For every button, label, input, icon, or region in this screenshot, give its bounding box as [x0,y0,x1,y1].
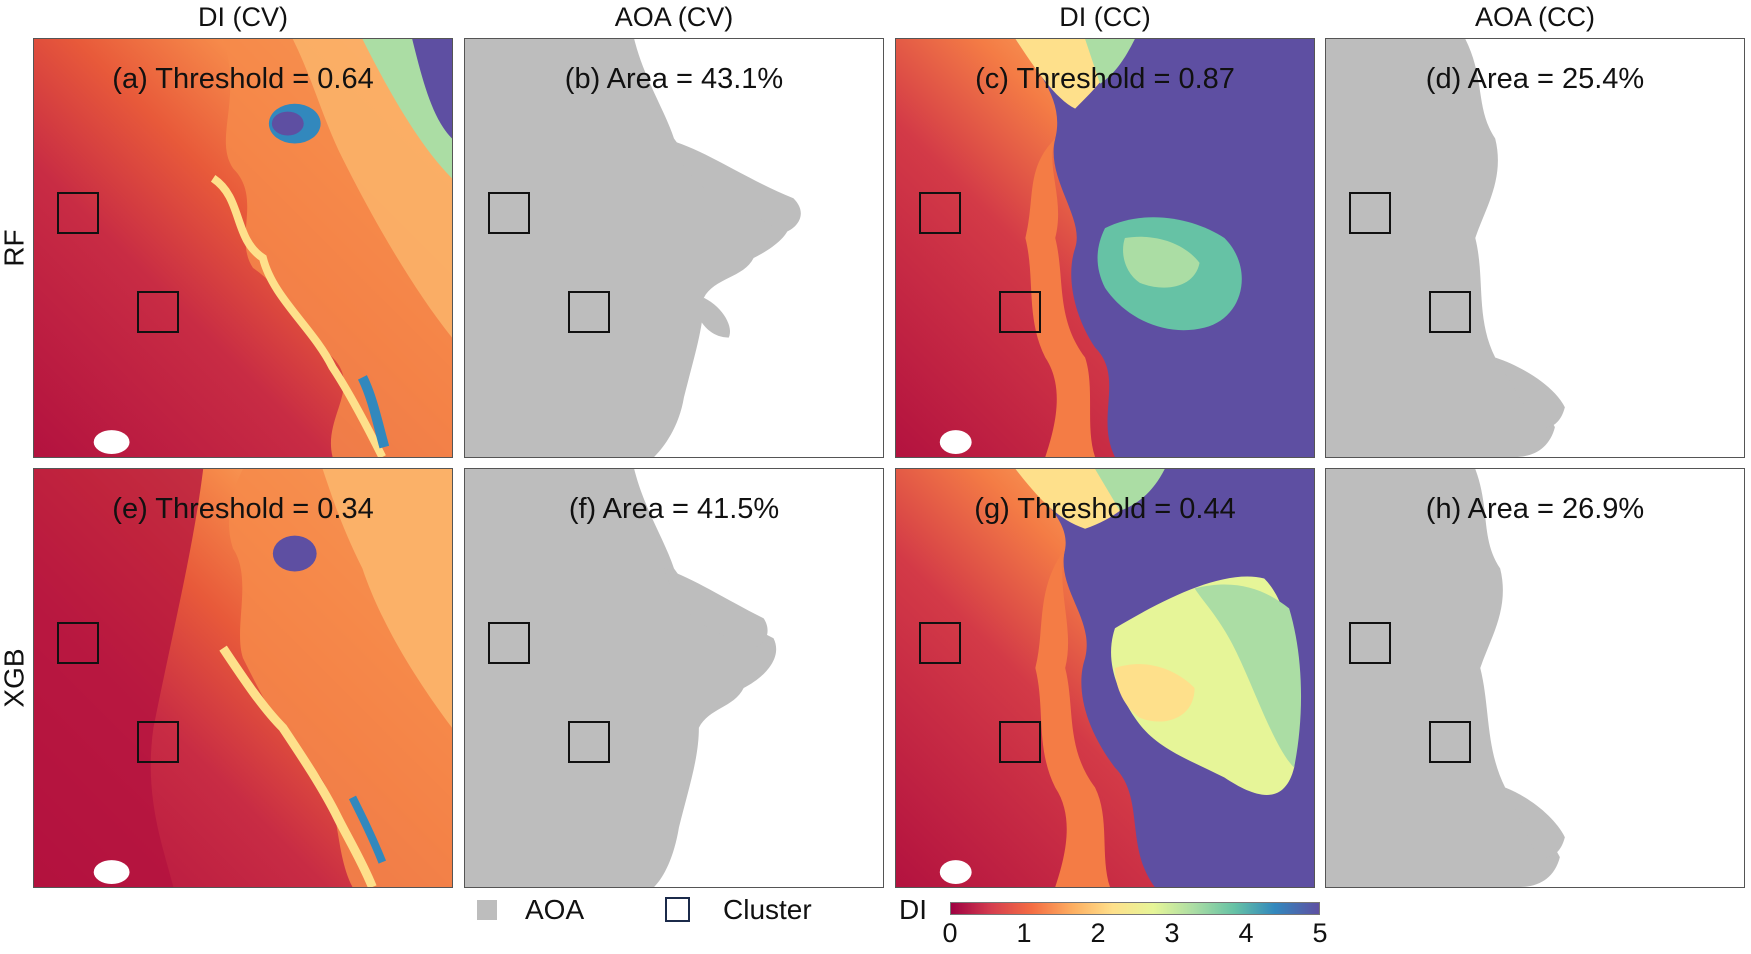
panel-a-label: (a) Threshold = 0.64 [112,63,374,95]
row-title-rf-text: RF [0,229,31,267]
di-map-c [896,39,1314,457]
cluster-box [919,192,961,234]
cluster-box [919,622,961,664]
panel-e-di-cv-xgb: (e) Threshold = 0.34 [33,468,453,888]
panel-d-aoa-cc-rf: (d) Area = 25.4% [1325,38,1745,458]
aoa-map-f [465,469,777,887]
cluster-box [137,291,179,333]
panel-a-di-cv-rf: (a) Threshold = 0.64 [33,38,453,458]
panel-b-aoa-cv-rf: (b) Area = 43.1% [464,38,884,458]
di-colorbar-tick-label: 3 [1164,918,1180,948]
di-colorbar-tick-label: 2 [1090,918,1106,948]
di-colorbar-tick-label: 0 [942,918,958,948]
di-map-g [896,469,1314,887]
panel-g-di-cc-xgb: (g) Threshold = 0.44 [895,468,1315,888]
cluster-box [1349,622,1391,664]
panel-c-label: (c) Threshold = 0.87 [975,63,1235,95]
panel-h-aoa-cc-xgb: (h) Area = 26.9% [1325,468,1745,888]
cluster-legend-label: Cluster [723,894,812,925]
panel-e-label: (e) Threshold = 0.34 [112,493,374,525]
panel-g-label: (g) Threshold = 0.44 [974,493,1236,525]
aoa-map-h [1326,469,1565,887]
di-colorbar-tick-label: 1 [1016,918,1032,948]
panel-d-label: (d) Area = 25.4% [1425,63,1645,95]
cluster-box [568,291,610,333]
panel-c-di-cc-rf: (c) Threshold = 0.87 [895,38,1315,458]
di-map-e [34,469,452,887]
cluster-box [1429,291,1471,333]
column-title-di-cc: DI (CC) [1059,2,1151,32]
panel-b-label: (b) Area = 43.1% [564,63,784,95]
cluster-box [137,721,179,763]
di-map-a [34,39,452,457]
di-colorbar-tick-label: 5 [1312,918,1328,948]
cluster-box [488,192,530,234]
panel-f-aoa-cv-xgb: (f) Area = 41.5% [464,468,884,888]
cluster-box [999,721,1041,763]
aoa-legend-label: AOA [525,894,585,925]
panel-f-label: (f) Area = 41.5% [568,493,780,525]
di-legend-label: DI [899,894,927,925]
di-colorbar [950,902,1320,915]
cluster-box [1429,721,1471,763]
di-colorbar-tick-label: 4 [1238,918,1254,948]
row-title-xgb: XGB [0,468,30,888]
cluster-box [1349,192,1391,234]
aoa-map-b [465,39,801,457]
row-title-xgb-text: XGB [0,648,31,708]
cluster-box [57,192,99,234]
row-title-rf: RF [0,38,30,458]
column-title-di-cv: DI (CV) [198,2,288,32]
column-title-aoa-cv: AOA (CV) [614,2,734,32]
cluster-box [57,622,99,664]
column-title-aoa-cc: AOA (CC) [1474,2,1595,32]
cluster-box [568,721,610,763]
cluster-box [488,622,530,664]
aoa-legend-swatch [477,900,497,920]
aoa-map-d [1326,39,1565,457]
cluster-box [999,291,1041,333]
panel-h-label: (h) Area = 26.9% [1425,493,1645,525]
cluster-legend-swatch [665,897,690,922]
